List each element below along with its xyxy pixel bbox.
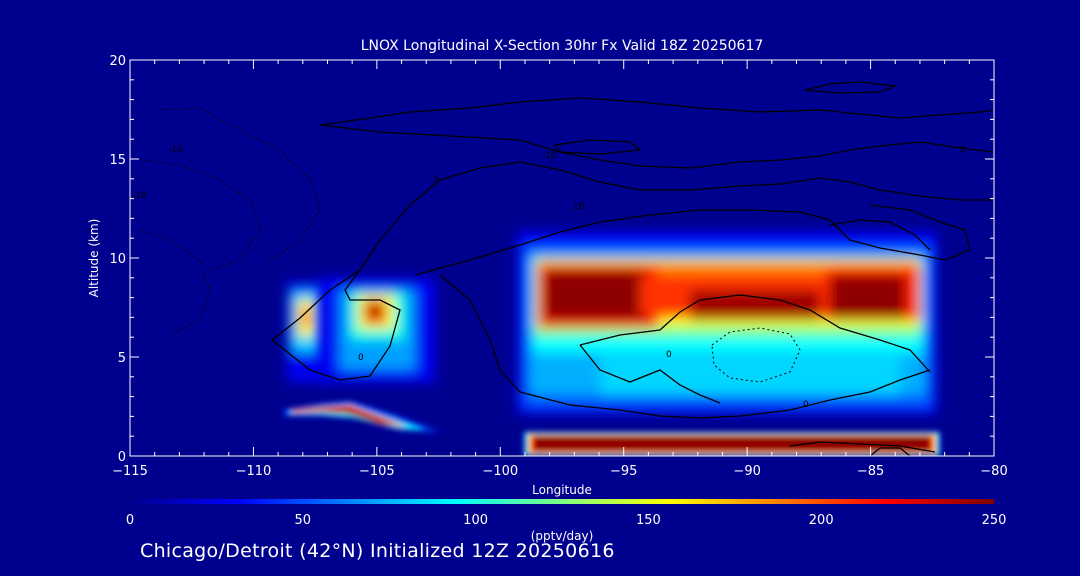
colorbar-label: (pptv/day) xyxy=(531,529,594,543)
colorbar-bar xyxy=(130,499,994,504)
contour-dotted xyxy=(139,107,801,383)
contour-label: 10 xyxy=(545,151,557,161)
x-tick-label: −80 xyxy=(980,464,1007,479)
region-east-low xyxy=(524,432,940,456)
contour-label: -10 xyxy=(132,191,147,201)
y-tick-label: 10 xyxy=(109,252,126,267)
region-west-upper-left xyxy=(287,282,325,382)
colorbar-tick-label: 200 xyxy=(809,513,834,528)
colorbar-ticks: 0 50 100 150 200 250 xyxy=(126,513,1007,528)
contour-label: 0 xyxy=(666,350,672,360)
region-west-upper-right xyxy=(320,278,435,383)
contour-label: 10 xyxy=(573,202,585,212)
contour-label: 0 xyxy=(358,353,364,363)
contour-labels: 10 0 -10 0 0 10 0 -10 0 xyxy=(132,145,966,410)
contour-label: 0 xyxy=(960,145,966,155)
x-tick-label: −100 xyxy=(482,464,518,479)
heat-field xyxy=(284,232,940,456)
contour-label: -10 xyxy=(168,145,183,155)
footer-caption: Chicago/Detroit (42°N) Initialized 12Z 2… xyxy=(140,540,615,562)
chart-title: LNOX Longitudinal X-Section 30hr Fx Vali… xyxy=(361,38,764,54)
contour-label: 0 xyxy=(433,176,439,186)
x-tick-label: −85 xyxy=(857,464,884,479)
contour-label: 0 xyxy=(803,400,809,410)
x-tick-label: −110 xyxy=(236,464,272,479)
region-west-low xyxy=(284,401,440,432)
y-tick-label: 0 xyxy=(118,450,126,465)
contour-lines xyxy=(271,81,994,456)
y-tick-label: 20 xyxy=(109,54,126,69)
colorbar-tick-label: 150 xyxy=(636,513,661,528)
plot-area: 10 0 -10 0 0 10 0 -10 0 xyxy=(132,81,994,456)
x-tick-label: −115 xyxy=(112,464,148,479)
x-axis-label: Longitude xyxy=(532,483,592,497)
y-tick-label: 5 xyxy=(118,351,126,366)
y-tick-label: 15 xyxy=(109,153,126,168)
region-east-upper xyxy=(517,232,937,414)
x-tick-label: −90 xyxy=(733,464,760,479)
x-tick-label: −105 xyxy=(359,464,395,479)
x-tick-label: −95 xyxy=(610,464,637,479)
colorbar-tick-label: 0 xyxy=(126,513,134,528)
colorbar: 0 50 100 150 200 250 (pptv/day) xyxy=(126,499,1007,543)
colorbar-tick-label: 250 xyxy=(982,513,1007,528)
y-axis: 0 5 10 15 20 xyxy=(109,54,994,465)
colorbar-tick-label: 50 xyxy=(295,513,312,528)
y-axis-label: Altitude (km) xyxy=(87,219,101,298)
x-axis: −115 −110 −105 −100 −95 −90 −85 −80 xyxy=(112,60,1008,479)
colorbar-tick-label: 100 xyxy=(463,513,488,528)
